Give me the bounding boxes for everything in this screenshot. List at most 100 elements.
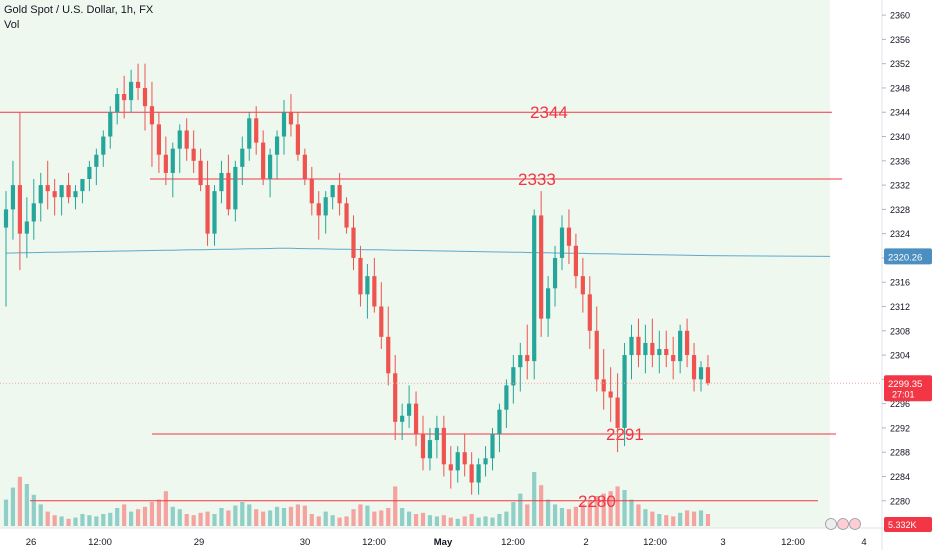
volume-bar bbox=[142, 506, 148, 526]
candle-body bbox=[135, 81, 141, 88]
x-tick-label: 4 bbox=[861, 537, 866, 548]
candle-body bbox=[615, 397, 620, 428]
volume-bar bbox=[573, 506, 578, 526]
current-price-badge[interactable] bbox=[884, 375, 932, 402]
volume-bar bbox=[636, 504, 641, 526]
volume-bar bbox=[149, 502, 155, 526]
candle-body bbox=[393, 373, 398, 422]
candle-body bbox=[240, 148, 245, 167]
economic-event-icon[interactable] bbox=[849, 518, 861, 530]
volume-bar bbox=[587, 499, 592, 526]
countdown-text: 27:01 bbox=[892, 389, 915, 399]
volume-bar bbox=[31, 494, 36, 526]
volume-bar bbox=[212, 514, 217, 526]
candle-body bbox=[261, 142, 266, 180]
volume-bar bbox=[511, 502, 516, 526]
volume-bar bbox=[59, 516, 64, 526]
candle-body bbox=[337, 185, 342, 204]
candle-body bbox=[671, 355, 676, 362]
y-tick-label: 2356 bbox=[890, 35, 910, 45]
volume-bar bbox=[393, 486, 398, 526]
y-tick-label: 2308 bbox=[890, 326, 910, 336]
volume-bar bbox=[685, 510, 690, 526]
volume-bar bbox=[66, 518, 71, 526]
candle-body bbox=[205, 185, 210, 234]
volume-bar bbox=[177, 509, 182, 526]
candle-body bbox=[448, 464, 453, 471]
candle-body bbox=[156, 124, 161, 155]
candle-body bbox=[45, 185, 50, 192]
candle-body bbox=[400, 415, 405, 422]
candle-body bbox=[379, 306, 384, 337]
candle-body bbox=[38, 185, 43, 204]
y-tick-label: 2312 bbox=[890, 302, 910, 312]
y-tick-label: 2340 bbox=[890, 132, 910, 142]
volume-bar bbox=[52, 515, 57, 526]
candle-body bbox=[365, 276, 370, 295]
volume-bar bbox=[427, 515, 433, 526]
volume-bar bbox=[45, 511, 50, 526]
volume-bar bbox=[643, 509, 648, 526]
volume-bar bbox=[17, 476, 22, 526]
volume-bar bbox=[281, 508, 287, 526]
volume-bar bbox=[691, 511, 697, 526]
x-tick-label: 29 bbox=[194, 537, 205, 548]
candle-body bbox=[309, 179, 314, 204]
candle-body bbox=[115, 94, 120, 113]
candle-body bbox=[622, 355, 627, 428]
candle-body bbox=[413, 403, 419, 434]
y-tick-label: 2304 bbox=[890, 351, 910, 361]
current-price-text: 2299.35 bbox=[888, 379, 922, 390]
volume-bar bbox=[226, 510, 231, 526]
candle-body bbox=[59, 185, 64, 198]
symbol-title[interactable]: Gold Spot / U.S. Dollar, 1h, FX bbox=[4, 4, 154, 16]
volume-bar bbox=[191, 515, 196, 526]
volume-bar bbox=[650, 511, 655, 526]
volume-bar bbox=[295, 504, 300, 526]
volume-bar bbox=[441, 515, 446, 526]
volume-bar bbox=[115, 508, 120, 526]
x-tick-label: 26 bbox=[26, 537, 37, 548]
x-tick-label: 3 bbox=[720, 537, 725, 548]
volume-bar bbox=[344, 516, 349, 526]
candle-body bbox=[80, 179, 85, 192]
candle-body bbox=[497, 409, 502, 434]
y-tick-label: 2324 bbox=[890, 229, 910, 239]
volume-bar bbox=[629, 499, 634, 526]
volume-bar bbox=[615, 486, 620, 526]
candle-body bbox=[698, 367, 704, 380]
volume-bar bbox=[566, 509, 572, 526]
economic-event-icon[interactable] bbox=[837, 518, 849, 530]
volume-bar bbox=[469, 514, 474, 526]
y-tick-label: 2348 bbox=[890, 83, 910, 93]
candle-body bbox=[10, 185, 16, 210]
volume-bar bbox=[552, 504, 558, 526]
candle-body bbox=[407, 403, 412, 416]
candle-body bbox=[657, 348, 662, 356]
candle-body bbox=[455, 452, 460, 471]
volume-label[interactable]: Vol bbox=[4, 19, 20, 31]
volume-bar bbox=[309, 514, 314, 526]
candle-body bbox=[254, 118, 259, 143]
candle-body bbox=[532, 215, 537, 362]
candle-body bbox=[281, 112, 287, 137]
volume-bar bbox=[358, 504, 363, 526]
volume-value-text: 5.332K bbox=[888, 520, 917, 530]
candle-body bbox=[552, 257, 558, 289]
candle-body bbox=[650, 342, 655, 356]
volume-bar bbox=[108, 512, 113, 526]
candle-body bbox=[372, 276, 377, 307]
volume-bar bbox=[73, 517, 78, 526]
y-tick-label: 2336 bbox=[890, 156, 910, 166]
candle-body bbox=[129, 81, 134, 101]
candle-body bbox=[198, 160, 203, 186]
volume-bar bbox=[407, 511, 412, 526]
economic-event-icon[interactable] bbox=[825, 518, 837, 530]
volume-bar bbox=[268, 510, 273, 526]
candle-body bbox=[351, 227, 356, 258]
volume-bar bbox=[330, 515, 335, 526]
candle-body bbox=[580, 276, 585, 295]
volume-bar bbox=[247, 504, 252, 526]
candle-body bbox=[559, 227, 565, 258]
